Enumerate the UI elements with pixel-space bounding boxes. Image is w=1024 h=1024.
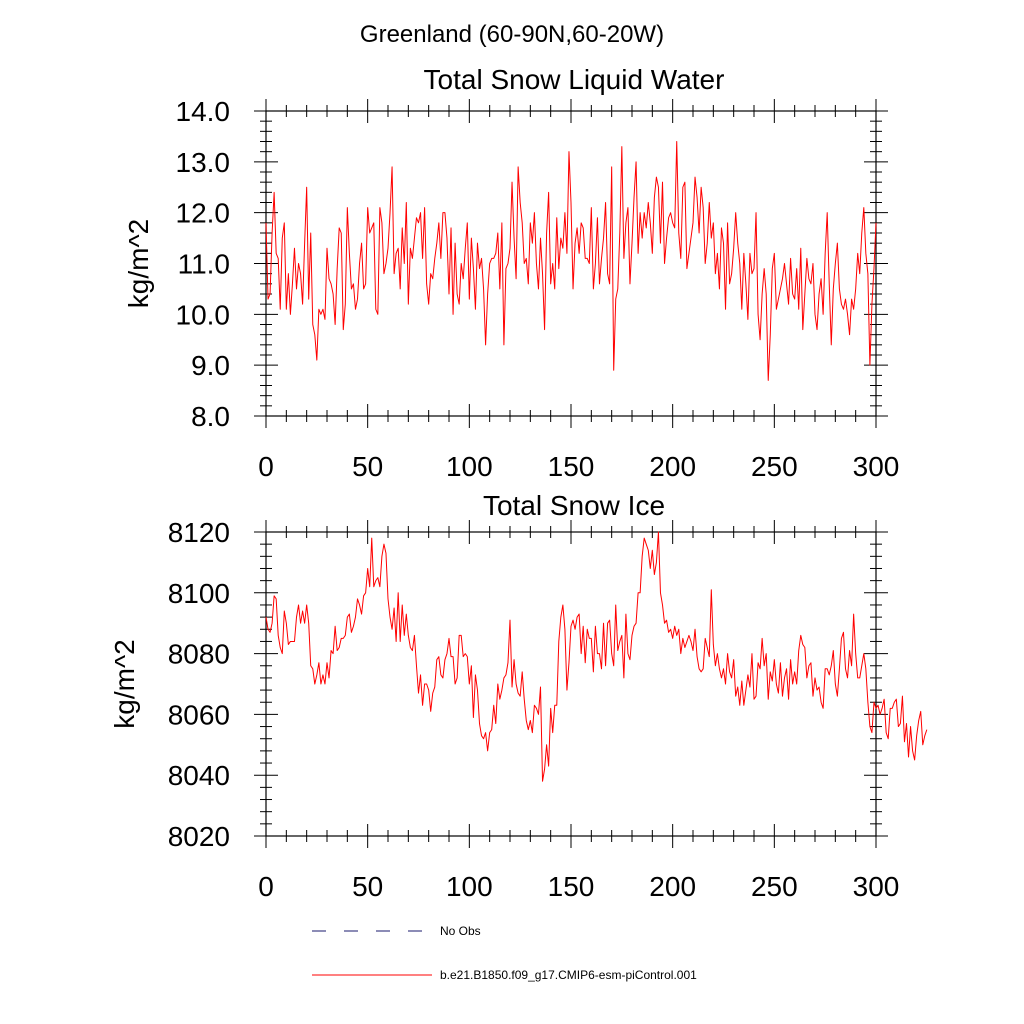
panel-snow-liquid-water: Total Snow Liquid Water kg/m^2 0 50 100 150 20… — [123, 64, 899, 482]
legend-label-no-obs: No Obs — [440, 924, 481, 938]
x-tick-label: 100 — [446, 451, 493, 482]
x-tick-label: 150 — [548, 451, 595, 482]
x-tick-label: 300 — [853, 871, 900, 902]
x-tick-label: 200 — [649, 451, 696, 482]
chart-title: Total Snow Ice — [483, 490, 665, 521]
y-tick-label: 10.0 — [176, 299, 231, 330]
plot-frame — [265, 531, 877, 837]
x-tick-label: 200 — [649, 871, 696, 902]
x-tick-label: 150 — [548, 871, 595, 902]
y-tick-label: 8020 — [168, 821, 230, 852]
x-tick-label: 250 — [751, 451, 798, 482]
y-tick-label: 11.0 — [178, 249, 230, 280]
x-tick-label: 0 — [258, 451, 274, 482]
y-axis-label: kg/m^2 — [123, 219, 154, 308]
y-tick-label: 12.0 — [176, 198, 231, 229]
x-tick-label: 0 — [258, 871, 274, 902]
y-axis-label: kg/m^2 — [109, 639, 140, 728]
y-tick-label: 8.0 — [191, 401, 230, 432]
y-tick-label: 8100 — [168, 578, 230, 609]
x-tick-label: 50 — [352, 871, 383, 902]
x-tick-label: 100 — [446, 871, 493, 902]
y-tick-label: 8080 — [168, 639, 230, 670]
y-tick-label: 8040 — [168, 760, 230, 791]
series-line — [265, 141, 877, 381]
chart-title: Total Snow Liquid Water — [424, 64, 725, 95]
x-tick-label: 50 — [352, 451, 383, 482]
y-tick-label: 13.0 — [176, 147, 231, 178]
x-tick-label: 300 — [853, 451, 900, 482]
legend: No Obs b.e21.B1850.f09_g17.CMIP6-esm-piC… — [312, 924, 697, 982]
y-tick-label: 14.0 — [176, 96, 231, 127]
panel-snow-ice: Total Snow Ice kg/m^2 0 50 100 150 200 250 300 80… — [109, 490, 928, 902]
y-tick-label: 8120 — [168, 517, 230, 548]
y-tick-label: 8060 — [168, 699, 230, 730]
series-line — [265, 531, 928, 782]
figure-suptitle: Greenland (60-90N,60-20W) — [360, 21, 664, 48]
x-tick-label: 250 — [751, 871, 798, 902]
legend-label-control-run: b.e21.B1850.f09_g17.CMIP6-esm-piControl.… — [440, 968, 697, 982]
y-tick-label: 9.0 — [191, 350, 230, 381]
